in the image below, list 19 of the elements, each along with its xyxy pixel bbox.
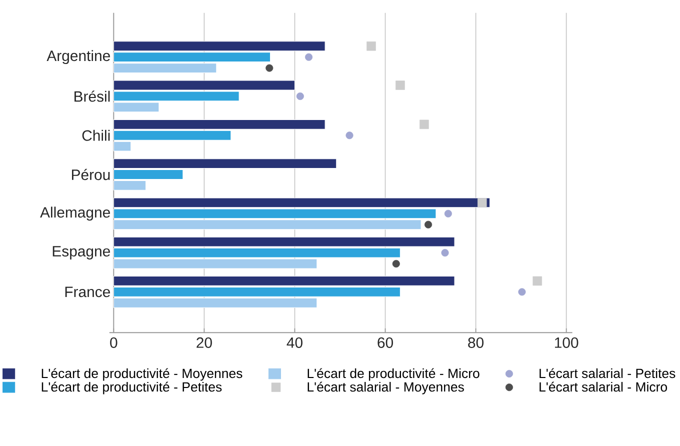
legend-label: L'écart salarial - Moyennes bbox=[308, 382, 464, 394]
y-tick-label: Espagne bbox=[52, 246, 110, 260]
y-tick-label: Brésil bbox=[74, 90, 110, 102]
y-tick-label: France bbox=[65, 286, 110, 298]
x-tick-label: 20 bbox=[196, 337, 212, 348]
x-tick-label: 0 bbox=[110, 337, 118, 348]
y-tick-label: Allemagne bbox=[40, 206, 110, 221]
legend-label: L'écart de productivité - Moyennes bbox=[42, 368, 242, 381]
y-tick-label: Argentine bbox=[46, 50, 110, 64]
legend-label: L'écart de productivité - Petites bbox=[42, 382, 222, 394]
x-tick-label: 40 bbox=[286, 337, 302, 348]
x-tick-label: 60 bbox=[378, 337, 393, 348]
y-tick-label: Pérou bbox=[72, 169, 110, 180]
x-tick-label: 80 bbox=[468, 337, 484, 348]
x-tick-label: 100 bbox=[555, 337, 578, 348]
legend-label: L'écart salarial - Micro bbox=[540, 382, 668, 392]
legend-label: L'écart de productivité - Micro bbox=[308, 368, 480, 381]
legend-label: L'écart salarial - Petites bbox=[540, 368, 676, 378]
y-tick-label: Chili bbox=[82, 130, 110, 141]
